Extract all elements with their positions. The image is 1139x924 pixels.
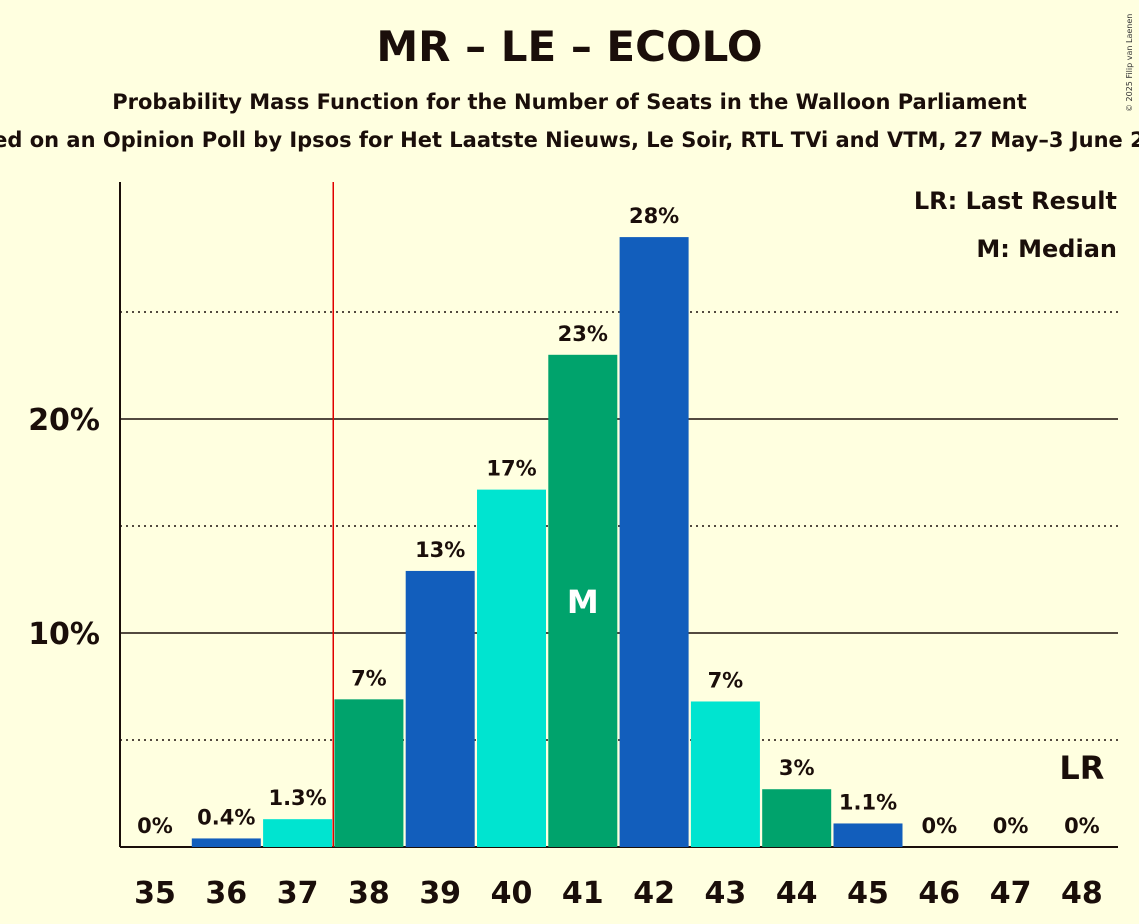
bar-seat-36 [191,838,261,847]
x-tick-label: 46 [918,876,960,911]
x-tick-label: 35 [134,876,176,911]
bar-seat-42 [619,237,689,848]
bar-seat-43 [690,701,760,847]
data-label: 3% [779,756,815,780]
x-tick-label: 37 [277,876,319,911]
bar-seat-41 [548,354,618,847]
data-label: 0% [1064,814,1100,838]
data-labels: 0% 0.4% 1.3% 7% 13% 17% M 23% 28% 7% 3% 1.1% 0% 0% LR 0… [137,204,1104,838]
data-label: 0% [137,814,173,838]
x-tick-label: 39 [419,876,461,911]
bar-seat-37 [263,819,333,847]
chart-title: MR – LE – ECOLO [376,22,763,71]
x-tick-label: 47 [990,876,1032,911]
y-axis-labels: 10% 20% [28,403,100,652]
x-tick-label: 42 [633,876,675,911]
y-tick-label: 20% [28,403,100,438]
data-label: 1.1% [839,790,897,814]
bar-seat-40 [477,489,546,847]
data-label: 17% [486,457,536,481]
chart-subtitle: Probability Mass Function for the Number… [112,90,1027,114]
data-label: 0% [921,814,957,838]
data-label: 7% [351,666,387,690]
data-label: 23% [558,322,608,346]
data-label: 7% [708,668,744,692]
x-tick-label: 40 [491,876,533,911]
bar-seat-45 [833,823,903,847]
legend-median: M: Median [976,235,1117,263]
x-tick-label: 48 [1061,876,1103,911]
gridlines [119,182,1118,848]
x-tick-label: 36 [205,876,247,911]
bar-seat-39 [405,570,475,847]
chart-source: Based on an Opinion Poll by Ipsos for He… [0,128,1139,152]
data-label: 13% [415,538,465,562]
data-label: 0.4% [197,805,255,829]
data-label: 0% [993,814,1029,838]
x-tick-label: 44 [776,876,818,911]
last-result-marker: LR [1059,749,1104,787]
data-label: 1.3% [268,786,326,810]
x-tick-label: 45 [847,876,889,911]
y-tick-label: 10% [28,617,100,652]
legend-last-result: LR: Last Result [914,187,1117,215]
data-label: 28% [629,204,679,228]
median-marker: M [567,583,599,621]
x-tick-label: 41 [562,876,604,911]
x-tick-label: 43 [705,876,747,911]
x-tick-label: 38 [348,876,390,911]
bar-seat-38 [334,699,404,847]
bar-seat-44 [762,789,832,847]
bars [191,237,903,848]
x-axis-labels: 35 36 37 38 39 40 41 42 43 44 45 46 47 48 [134,876,1103,911]
